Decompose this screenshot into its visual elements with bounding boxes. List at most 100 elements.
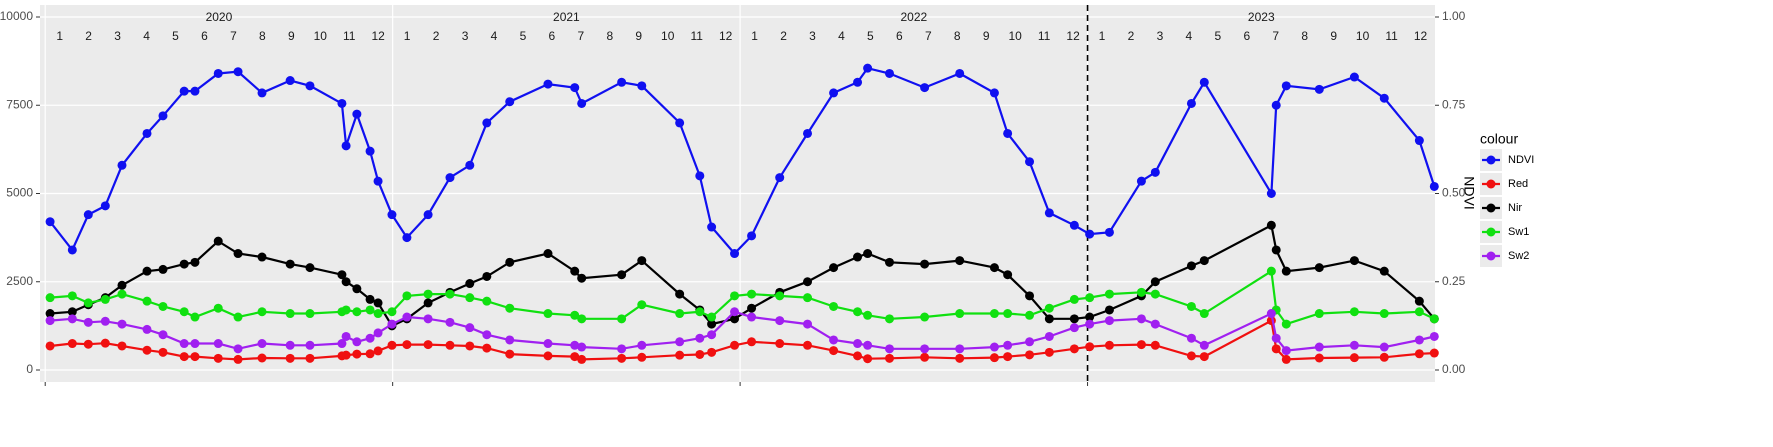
data-point — [1025, 291, 1035, 301]
data-point — [1069, 323, 1079, 333]
data-point — [853, 339, 863, 349]
data-point — [337, 270, 347, 280]
data-point — [1150, 167, 1160, 177]
data-point — [1414, 349, 1424, 359]
data-point — [257, 353, 267, 363]
data-point — [1186, 351, 1196, 361]
data-point — [233, 249, 243, 259]
data-point — [730, 340, 740, 350]
y2-tick-label: 0.50 — [1442, 186, 1466, 200]
data-point — [233, 67, 243, 77]
data-point — [423, 289, 433, 299]
data-point — [1414, 296, 1424, 306]
data-point — [1199, 309, 1209, 319]
data-point — [1199, 77, 1209, 87]
data-point — [83, 210, 93, 220]
data-point — [1104, 340, 1114, 350]
data-point — [885, 68, 895, 78]
month-label: 4 — [143, 29, 150, 43]
data-point — [1044, 347, 1054, 357]
data-point — [213, 236, 223, 246]
month-label: 5 — [1215, 29, 1222, 43]
data-point — [305, 309, 315, 319]
data-point — [989, 88, 999, 98]
data-point — [1271, 100, 1281, 110]
data-point — [142, 266, 152, 276]
data-point — [1349, 340, 1359, 350]
data-point — [955, 309, 965, 319]
month-label: 10 — [314, 29, 328, 43]
month-label: 8 — [606, 29, 613, 43]
data-point — [1104, 289, 1114, 299]
data-point — [179, 352, 189, 362]
legend-label: Red — [1508, 178, 1528, 190]
month-label: 6 — [201, 29, 208, 43]
data-point — [803, 277, 813, 287]
data-point — [142, 296, 152, 306]
data-point — [1314, 353, 1324, 363]
data-point — [570, 83, 580, 93]
legend-label: Sw2 — [1508, 250, 1529, 262]
data-point — [423, 340, 433, 350]
data-point — [465, 293, 475, 303]
data-point — [1186, 98, 1196, 108]
month-label: 10 — [1356, 29, 1370, 43]
data-point — [617, 270, 627, 280]
data-point — [920, 259, 930, 269]
data-point — [617, 314, 627, 324]
month-label: 11 — [690, 29, 703, 43]
data-point — [920, 83, 930, 93]
data-point — [100, 294, 110, 304]
data-point — [577, 354, 587, 364]
data-point — [1044, 331, 1054, 341]
data-point — [285, 309, 295, 319]
data-point — [617, 77, 627, 87]
data-point — [257, 252, 267, 262]
data-point — [1414, 335, 1424, 345]
data-point — [373, 176, 383, 186]
data-point — [695, 333, 705, 343]
data-point — [853, 252, 863, 262]
data-point — [1199, 256, 1209, 266]
data-point — [1085, 312, 1095, 322]
y-tick-label: 7500 — [6, 97, 33, 111]
data-point — [337, 98, 347, 108]
data-point — [1186, 333, 1196, 343]
data-point — [570, 310, 580, 320]
data-point — [505, 335, 515, 345]
data-point — [305, 340, 315, 350]
month-label: 11 — [1038, 29, 1051, 43]
month-label: 1 — [404, 29, 411, 43]
data-point — [402, 340, 412, 350]
data-point — [1349, 256, 1359, 266]
data-point — [885, 314, 895, 324]
data-point — [100, 201, 110, 211]
month-label: 9 — [288, 29, 295, 43]
data-point — [233, 344, 243, 354]
data-point — [1003, 128, 1013, 138]
month-label: 6 — [549, 29, 556, 43]
data-point — [257, 307, 267, 317]
data-point — [482, 271, 492, 281]
data-point — [1186, 261, 1196, 271]
data-point — [257, 88, 267, 98]
data-point — [1281, 266, 1291, 276]
data-point — [1150, 340, 1160, 350]
data-point — [305, 263, 315, 273]
data-point — [83, 339, 93, 349]
data-point — [1003, 340, 1013, 350]
data-point — [1069, 294, 1079, 304]
month-label: 8 — [1301, 29, 1308, 43]
data-point — [1379, 266, 1389, 276]
data-point — [45, 293, 55, 303]
data-point — [423, 210, 433, 220]
month-label: 2 — [433, 29, 440, 43]
data-point — [577, 98, 587, 108]
data-point — [747, 231, 757, 241]
data-point — [117, 289, 127, 299]
y-tick-label: 5000 — [6, 186, 33, 200]
month-label: 3 — [462, 29, 469, 43]
data-point — [1314, 342, 1324, 352]
data-point — [1136, 314, 1146, 324]
